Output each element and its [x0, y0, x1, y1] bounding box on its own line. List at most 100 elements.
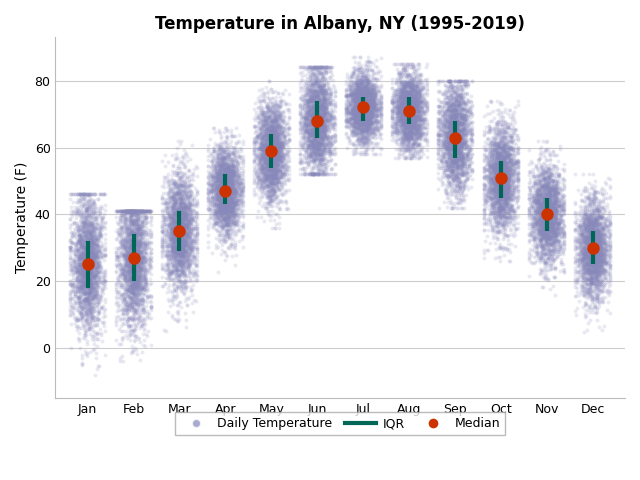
Point — [456, 154, 467, 161]
Point — [538, 205, 548, 213]
Point — [169, 224, 179, 231]
Point — [127, 216, 138, 223]
Point — [128, 261, 138, 269]
Point — [276, 89, 287, 96]
Point — [541, 238, 552, 246]
Point — [349, 98, 360, 106]
Point — [269, 179, 279, 186]
Point — [397, 109, 408, 117]
Point — [178, 260, 188, 268]
Point — [229, 180, 239, 187]
Point — [364, 123, 374, 131]
Point — [419, 108, 429, 116]
Point — [484, 193, 495, 201]
Point — [116, 271, 127, 279]
Point — [268, 133, 278, 141]
Point — [134, 207, 145, 215]
Point — [180, 252, 191, 259]
Point — [358, 93, 369, 100]
Point — [495, 214, 506, 221]
Point — [173, 228, 184, 236]
Point — [324, 100, 334, 108]
Point — [176, 248, 186, 255]
Point — [188, 225, 198, 233]
Point — [461, 192, 472, 199]
Point — [376, 111, 386, 119]
Point — [172, 223, 182, 231]
Point — [136, 250, 147, 258]
Point — [127, 265, 138, 273]
Point — [126, 207, 136, 215]
Point — [594, 213, 604, 221]
Point — [435, 141, 445, 149]
Point — [454, 186, 464, 194]
Point — [270, 157, 280, 165]
Point — [89, 272, 99, 280]
Point — [249, 138, 259, 145]
Point — [488, 146, 499, 154]
Point — [406, 117, 417, 124]
Point — [510, 158, 520, 166]
Point — [491, 127, 501, 135]
Point — [314, 135, 324, 143]
Point — [311, 137, 321, 144]
Point — [417, 96, 427, 104]
Point — [74, 285, 84, 293]
Point — [578, 238, 588, 246]
Point — [446, 129, 456, 137]
Point — [321, 168, 331, 176]
Point — [393, 96, 403, 104]
Point — [550, 188, 561, 196]
Point — [270, 130, 280, 138]
Point — [253, 173, 264, 181]
Point — [501, 193, 511, 201]
Point — [588, 244, 598, 252]
Point — [488, 200, 499, 207]
Point — [586, 227, 596, 234]
Point — [493, 216, 503, 224]
Point — [279, 155, 289, 163]
Point — [266, 165, 276, 173]
Point — [124, 271, 134, 278]
Point — [588, 235, 598, 242]
Point — [513, 164, 524, 171]
Point — [355, 122, 365, 130]
Point — [591, 228, 602, 236]
Point — [86, 229, 96, 237]
Point — [491, 156, 501, 164]
Point — [178, 207, 188, 215]
Point — [312, 149, 323, 157]
Point — [447, 139, 457, 146]
Point — [503, 190, 513, 197]
Point — [581, 226, 591, 234]
Point — [189, 241, 199, 249]
Point — [171, 242, 181, 250]
Point — [358, 120, 369, 128]
Point — [262, 108, 272, 115]
Point — [543, 206, 554, 214]
Point — [221, 164, 231, 171]
Point — [600, 194, 611, 202]
Point — [146, 254, 156, 262]
Point — [237, 213, 248, 220]
Point — [488, 173, 498, 180]
Point — [143, 207, 153, 215]
Point — [182, 254, 193, 262]
Point — [179, 258, 189, 265]
Point — [366, 100, 376, 108]
Point — [140, 270, 150, 278]
Point — [162, 266, 172, 274]
Point — [296, 116, 307, 124]
Point — [444, 131, 454, 138]
Point — [316, 102, 326, 110]
Point — [509, 216, 519, 224]
Point — [208, 180, 218, 187]
Point — [537, 226, 547, 233]
Point — [271, 145, 281, 153]
Point — [552, 184, 563, 192]
Point — [554, 219, 564, 227]
Point — [262, 102, 273, 109]
Point — [529, 236, 539, 244]
Point — [394, 99, 404, 107]
Point — [255, 129, 266, 137]
